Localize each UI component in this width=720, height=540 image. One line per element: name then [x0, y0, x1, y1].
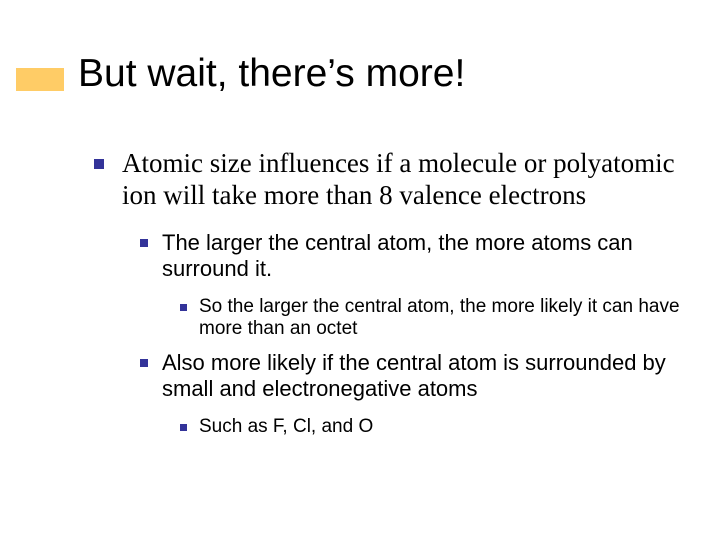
bullet-text: Atomic size influences if a molecule or … [122, 148, 680, 212]
square-bullet-icon [180, 304, 187, 311]
slide-body: Atomic size influences if a molecule or … [94, 148, 680, 449]
bullet-level-3: So the larger the central atom, the more… [180, 296, 680, 341]
square-bullet-icon [94, 159, 104, 169]
square-bullet-icon [140, 239, 148, 247]
bullet-level-2-group: The larger the central atom, the more at… [140, 230, 680, 439]
bullet-text: The larger the central atom, the more at… [162, 230, 680, 282]
bullet-level-3-group: So the larger the central atom, the more… [180, 296, 680, 341]
square-bullet-icon [140, 359, 148, 367]
bullet-level-3: Such as F, Cl, and O [180, 416, 680, 438]
slide: But wait, there’s more! Atomic size infl… [0, 0, 720, 540]
bullet-level-1: Atomic size influences if a molecule or … [94, 148, 680, 212]
bullet-level-3-group: Such as F, Cl, and O [180, 416, 680, 438]
slide-title: But wait, there’s more! [78, 52, 465, 96]
bullet-level-2: Also more likely if the central atom is … [140, 350, 680, 402]
bullet-text: Such as F, Cl, and O [199, 416, 373, 438]
square-bullet-icon [180, 424, 187, 431]
bullet-level-2: The larger the central atom, the more at… [140, 230, 680, 282]
title-accent-bar [16, 68, 64, 91]
bullet-text: Also more likely if the central atom is … [162, 350, 680, 402]
bullet-text: So the larger the central atom, the more… [199, 296, 680, 341]
